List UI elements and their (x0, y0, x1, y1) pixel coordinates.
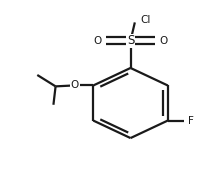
Text: O: O (71, 80, 79, 90)
Text: Cl: Cl (140, 15, 151, 25)
Text: S: S (127, 34, 134, 47)
Text: F: F (188, 116, 194, 125)
Text: O: O (94, 36, 102, 46)
Text: O: O (159, 36, 167, 46)
